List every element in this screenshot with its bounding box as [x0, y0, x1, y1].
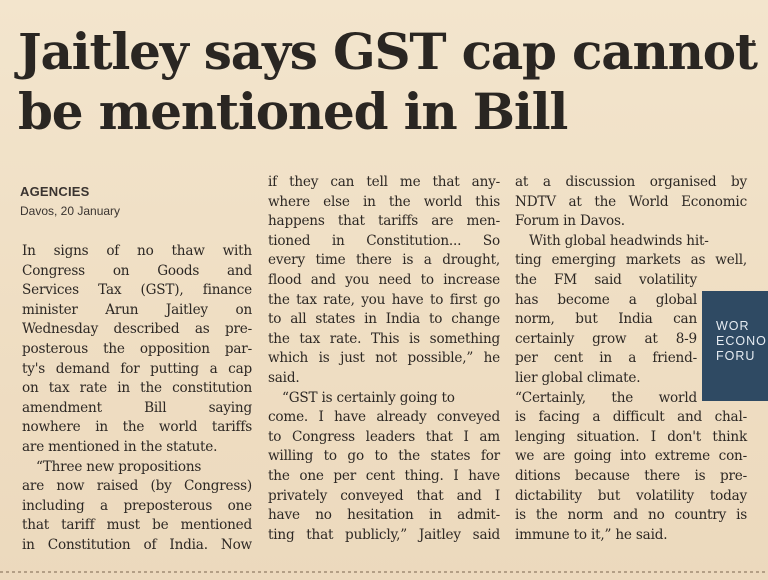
headline: Jaitley says GST cap cannot be mentioned… [18, 22, 758, 142]
article-column-1: In signs of no thaw with Congress on Good… [22, 242, 252, 556]
article-line: flood and you need to increase [268, 271, 500, 288]
article-line: lenging situation. I don't think [515, 428, 747, 445]
article-column-3: at a discussion organised by NDTV at the … [515, 173, 747, 545]
article-line: ting emerging markets as well, [515, 252, 747, 269]
article-line: dictability but volatility today [515, 487, 747, 504]
article-line: the FM said volatility [515, 271, 697, 288]
article-line: ditions because there is pre- [515, 467, 747, 484]
article-line: In signs of no thaw with [22, 243, 252, 259]
print-speck [752, 40, 755, 43]
world-economic-forum-photo: WOR ECONO FORU [702, 291, 768, 401]
article-line: NDTV at the World Economic [515, 193, 747, 210]
article-line: which is just not possible,” he [268, 350, 500, 367]
article-line: amendment Bill saying [22, 399, 252, 416]
article-line: privately conveyed that and I [268, 487, 500, 504]
article-line: come. I have already conveyed [268, 409, 500, 426]
photo-text-line: WOR [716, 319, 750, 333]
article-line: to Congress leaders that I am [268, 428, 500, 445]
byline: AGENCIES Davos, 20 January [20, 183, 250, 221]
article-line: ting that publicly,” Jaitley said [268, 526, 500, 543]
article-line: to all states in India to change [268, 311, 500, 328]
article-line: are now raised (by Congress) [22, 478, 252, 495]
article-line: every time there is a drought, [268, 252, 500, 269]
article-line: said. [268, 369, 300, 386]
article-line: that tariff must be mentioned [22, 517, 252, 534]
headline-line-1: Jaitley says GST cap cannot [18, 22, 758, 81]
article-line: per cent in a friend- [515, 350, 697, 367]
article-line: Services Tax (GST), finance [22, 282, 252, 299]
article-line: happens that tariffs are men- [268, 213, 500, 230]
article-line: tioned in Constitution... So [268, 232, 500, 249]
article-line: Congress on Goods and [22, 262, 252, 279]
bottom-dotted-rule [0, 571, 768, 573]
article-line: “Certainly, the world [515, 389, 697, 406]
article-line: in Constitution of India. Now [22, 536, 252, 553]
photo-backdrop-text: WOR ECONO FORU [716, 319, 767, 364]
article-line: immune to it,” he said. [515, 526, 668, 543]
article-line: certainly grow at 8-9 [515, 330, 697, 347]
photo-text-line: FORU [716, 349, 756, 363]
article-line: With global headwinds hit- [529, 232, 709, 249]
byline-dateline: Davos, 20 January [20, 204, 121, 218]
article-line: have no hesitation in admit- [268, 507, 500, 524]
byline-agency: AGENCIES [20, 184, 90, 199]
article-line: Forum in Davos. [515, 213, 625, 230]
article-line: nowhere in the world tariffs [22, 419, 252, 436]
article-line: where else in the world this [268, 193, 500, 210]
article-line: “GST is certainly going to [282, 389, 455, 406]
article-line: posterous the opposition par- [22, 340, 252, 357]
article-line: ty's demand for putting a cap [22, 360, 252, 377]
article-line: minister Arun Jaitley on [22, 301, 252, 318]
article-line: the tax rate, you have to first go [268, 291, 500, 308]
photo-text-line: ECONO [716, 334, 767, 348]
article-line: “Three new propositions [36, 458, 202, 475]
article-line: Wednesday described as pre- [22, 321, 252, 338]
article-line: the one per cent thing. I have [268, 467, 500, 484]
article-column-2: if they can tell me that any-where else … [268, 173, 500, 545]
article-line: if they can tell me that any- [268, 174, 500, 190]
headline-line-2: be mentioned in Bill [18, 82, 568, 141]
article-line: willing to go to the states for [268, 448, 500, 465]
article-line: is the norm and no country is [515, 507, 747, 524]
article-line: on tax rate in the constitution [22, 380, 252, 397]
article-line: are mentioned in the statute. [22, 438, 218, 455]
article-line: at a discussion organised by [515, 174, 747, 190]
article-line: norm, but India can [515, 311, 697, 328]
article-line: the tax rate. This is something [268, 330, 500, 347]
article-line: lier global climate. [515, 369, 641, 386]
article-line: including a preposterous one [22, 497, 252, 514]
article-line: has become a global [515, 291, 697, 308]
article-line: is facing a difficult and chal- [515, 409, 747, 426]
article-line: we are going into extreme con- [515, 448, 747, 465]
